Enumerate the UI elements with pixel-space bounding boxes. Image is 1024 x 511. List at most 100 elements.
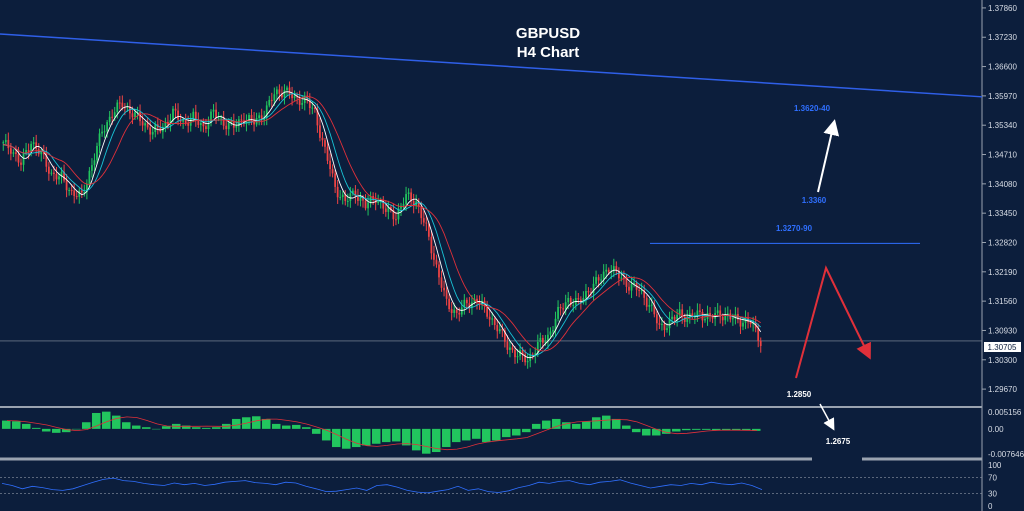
candle-body (215, 109, 217, 118)
candle-body (493, 318, 496, 326)
macd-bar (362, 428, 371, 446)
candle-body (612, 266, 615, 272)
macd-bar (632, 428, 641, 433)
candle-body (412, 201, 415, 206)
candle-body (691, 313, 694, 317)
candle-body (7, 139, 10, 149)
candle-body (265, 105, 268, 119)
candle-body (486, 305, 489, 317)
candle-body (749, 321, 752, 325)
price-tick-label: 1.30300 (988, 356, 1017, 365)
candle-body (757, 328, 760, 342)
candle-body (53, 172, 55, 175)
candle-body (126, 106, 129, 108)
candle-body (220, 117, 223, 119)
candle-body (453, 309, 456, 313)
candle-body (544, 341, 547, 343)
candle-body (194, 111, 197, 120)
candle-body (184, 120, 187, 124)
macd-bar (712, 428, 721, 431)
price-tick-label: 1.35340 (988, 121, 1017, 130)
candle-body (15, 152, 17, 155)
candle-body (554, 318, 557, 331)
macd-bar (112, 415, 121, 429)
macd-bar (142, 427, 151, 429)
candle-body (754, 323, 757, 329)
candle-body (673, 316, 676, 320)
candle-body (9, 148, 12, 154)
candle-body (696, 310, 699, 317)
candle-body (516, 356, 519, 358)
candle-body (139, 111, 141, 122)
macd-bar (602, 415, 611, 429)
candle-body (569, 297, 572, 305)
trendline-layer (0, 33, 983, 98)
candle-body (293, 95, 296, 99)
candle-body (625, 278, 628, 287)
candle-body (759, 341, 762, 346)
macd-histogram (2, 411, 761, 454)
macd-bar (492, 428, 501, 441)
candle-body (339, 197, 342, 199)
candle-body (331, 169, 334, 174)
macd-bar (382, 428, 391, 443)
candle-body (134, 112, 136, 118)
rsi-tick-label: 30 (988, 490, 997, 499)
candle-body (60, 171, 63, 177)
candle-body (357, 196, 359, 201)
macd-bar (182, 425, 191, 429)
candle-body (349, 193, 352, 201)
candle-body (397, 208, 400, 220)
macd-tick-label: 0.005156 (988, 408, 1022, 417)
candle-body (552, 330, 554, 332)
candle-body (174, 108, 177, 111)
rsi-tick-label: 100 (988, 461, 1002, 470)
macd-bar (742, 428, 751, 431)
candle-body (217, 117, 220, 119)
macd-bar (312, 428, 321, 434)
candle-body (445, 290, 448, 299)
candle-body (362, 197, 364, 201)
candle-body (235, 126, 238, 128)
macd-bar (412, 428, 421, 451)
macd-bar (22, 423, 31, 429)
bullish-arrow (817, 119, 840, 193)
candle-body (144, 123, 147, 126)
candle-body (344, 194, 347, 202)
candle-body (400, 205, 402, 209)
candle-body (417, 201, 420, 207)
candle-body (73, 190, 76, 197)
candle-body (298, 97, 301, 105)
candle-body (503, 330, 506, 342)
candle-body (319, 125, 321, 138)
macd-bar (62, 428, 71, 433)
candle-body (131, 113, 134, 118)
candle-body (541, 337, 544, 343)
candle-body (549, 331, 552, 335)
candle-body (600, 279, 603, 281)
macd-tick-label: 0.00 (988, 425, 1004, 434)
candle-body (329, 160, 331, 170)
candle-body (577, 298, 580, 300)
price-tick-label: 1.35970 (988, 92, 1017, 101)
candle-body (496, 325, 499, 332)
candle-body (288, 87, 291, 95)
candle-body (281, 93, 283, 98)
chart-subtitle: H4 Chart (517, 44, 580, 61)
candle-body (711, 316, 714, 319)
macd-bar (132, 425, 141, 429)
candle-body (103, 131, 106, 133)
price-tick-label: 1.30930 (988, 326, 1017, 335)
candle-body (197, 119, 200, 125)
candle-body (169, 120, 172, 125)
candle-body (458, 312, 461, 315)
candle-body (602, 271, 605, 280)
candle-body (435, 259, 438, 265)
macd-tick-label: -0.007646 (988, 450, 1024, 459)
candle-body (658, 323, 661, 325)
candle-body (501, 329, 504, 331)
price-tick-label: 1.34710 (988, 151, 1017, 160)
candle-body (245, 120, 248, 124)
candle-body (187, 123, 190, 126)
